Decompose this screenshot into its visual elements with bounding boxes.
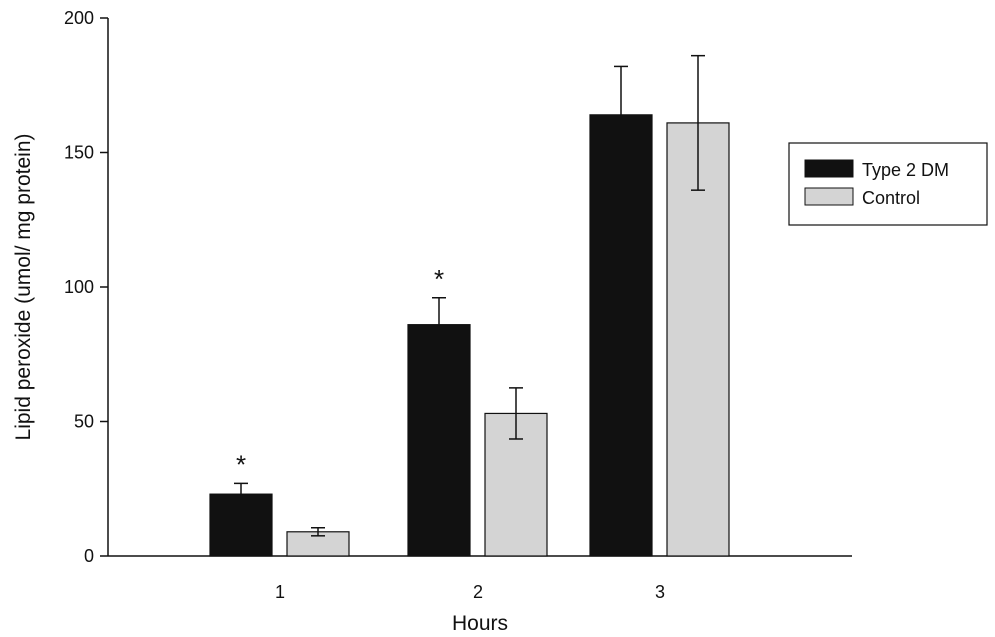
y-tick-label: 100 bbox=[64, 277, 94, 297]
significance-marker: * bbox=[434, 264, 444, 294]
x-axis-title: Hours bbox=[452, 612, 508, 635]
y-tick-label: 150 bbox=[64, 143, 94, 163]
x-tick-label: 3 bbox=[655, 582, 665, 602]
axes bbox=[107, 18, 852, 557]
y-axis-title: Lipid peroxide (umol/ mg protein) bbox=[12, 134, 35, 441]
error-bars bbox=[234, 54, 705, 537]
legend-box bbox=[788, 142, 988, 226]
bars bbox=[209, 114, 730, 557]
legend-label-control: Control bbox=[862, 188, 920, 208]
y-tick-label: 0 bbox=[84, 546, 94, 566]
bar-control-3 bbox=[666, 122, 730, 557]
bar-type-2-dm-3 bbox=[589, 114, 653, 557]
legend-swatch-type2dm bbox=[804, 159, 854, 178]
y-tick-label: 200 bbox=[64, 8, 94, 28]
significance-marker: * bbox=[236, 449, 246, 479]
y-tick-label: 50 bbox=[74, 412, 94, 432]
x-tick-label: 2 bbox=[473, 582, 483, 602]
x-ticks: 1 2 3 bbox=[275, 582, 665, 602]
x-tick-label: 1 bbox=[275, 582, 285, 602]
legend-swatch-control bbox=[804, 187, 854, 206]
annotations: ** bbox=[236, 264, 444, 480]
bar-type-2-dm-2 bbox=[407, 324, 471, 557]
legend: Type 2 DM Control bbox=[788, 142, 988, 226]
bar-type-2-dm-1 bbox=[209, 493, 273, 557]
y-ticks: 0 50 100 150 200 bbox=[64, 8, 108, 566]
legend-label-type2dm: Type 2 DM bbox=[862, 160, 949, 180]
